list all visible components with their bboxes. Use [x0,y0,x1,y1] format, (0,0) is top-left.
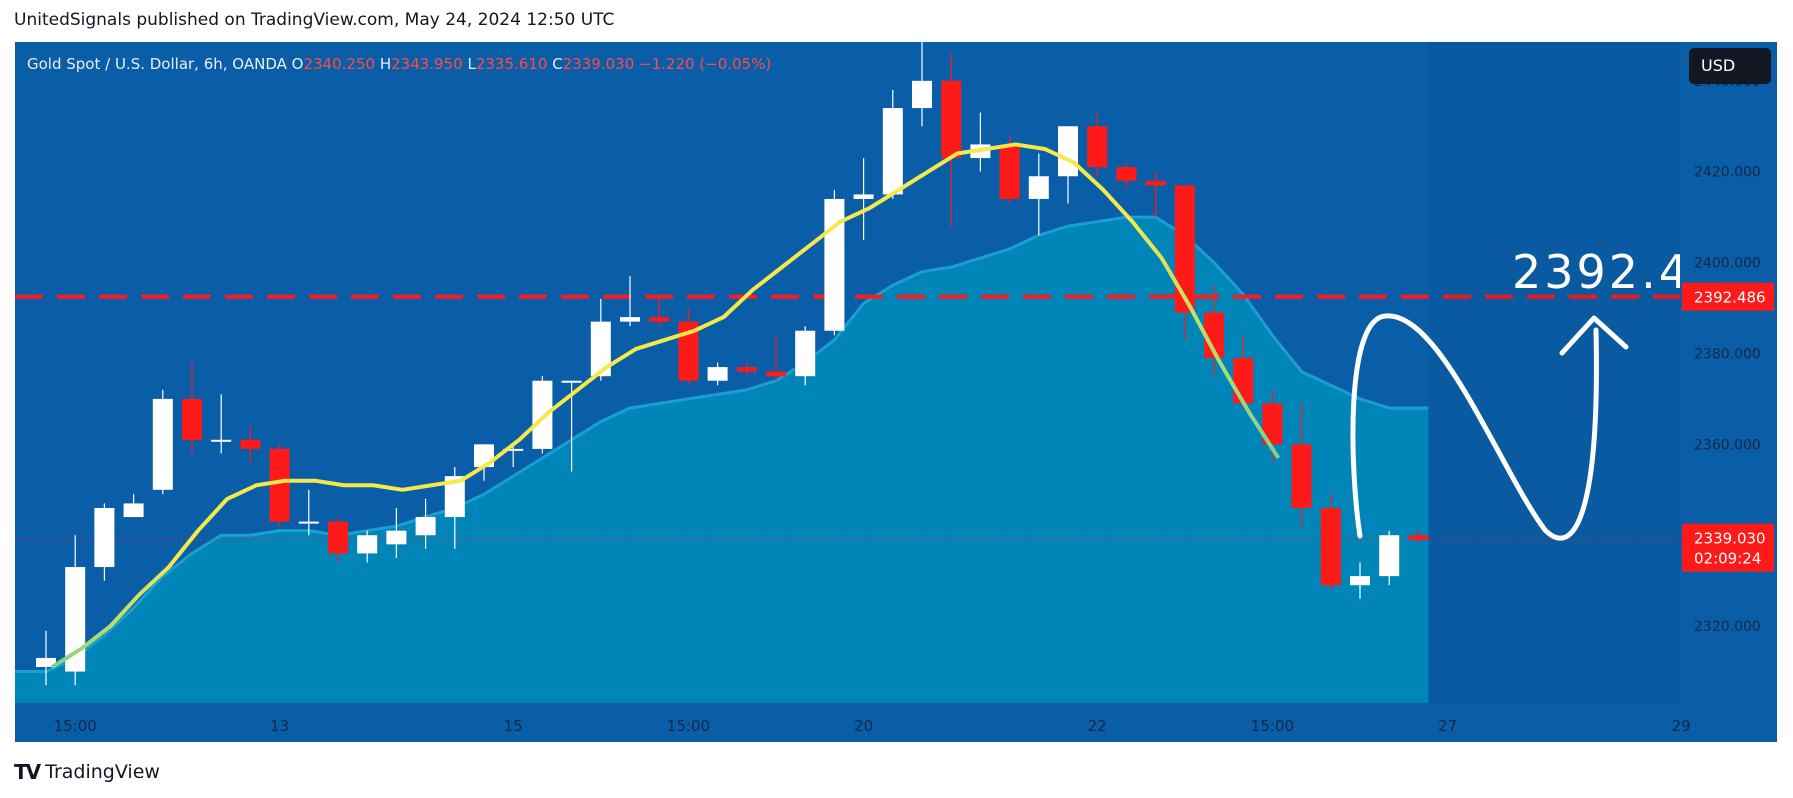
tradingview-logo[interactable]: TV TradingView [14,760,160,784]
candle-body [1204,312,1224,359]
candle-body [211,439,232,442]
candle-body [649,317,670,322]
moving-average-line [50,142,1281,669]
current-price-tag [1682,523,1774,572]
candle-body [357,535,378,554]
candle-body [882,108,903,195]
y-tick-label: 2400.000 [1694,256,1761,272]
resistance-price-label: 2392.486 [1694,289,1766,307]
x-tick-label: 15:00 [1251,717,1294,735]
high-label: H [379,55,392,73]
resistance-price-tag [1682,282,1774,311]
future-area [1428,42,1680,703]
candle-body [824,198,845,331]
candle-body [912,80,932,109]
candle-body [328,521,348,554]
low-label: L [467,55,476,73]
candle-body [1174,185,1195,313]
current-price-label: 2339.030 [1694,530,1766,548]
candle-body [1145,180,1166,186]
candle-body [736,367,757,372]
symbol-legend[interactable]: Gold Spot / U.S. Dollar, 6h, OANDA O2340… [27,55,771,73]
x-tick-label: 15:00 [667,717,710,735]
tradingview-logo-icon: TV [14,760,41,784]
y-tick-label: 2320.000 [1694,619,1761,635]
candle-body [444,476,465,518]
candle-body [269,448,290,522]
open-value: 2340.250 [303,55,376,73]
low-value: 2335.610 [475,55,548,73]
candle-body [707,367,728,381]
candle-body [678,321,699,381]
x-tick-label: 20 [854,717,873,735]
candle-body [853,194,874,199]
candle-body [415,517,436,536]
candle-body [1058,126,1078,177]
y-tick-label: 2380.000 [1694,346,1761,362]
x-tick-label: 13 [270,717,289,735]
area-fill [15,217,1429,703]
candle-body [152,398,173,490]
open-label: O [291,55,304,73]
candle-body [999,144,1020,199]
projected-path-arrow [1350,313,1599,541]
arrow-head-icon [1559,315,1629,356]
candle-body [1233,358,1254,404]
candle-body [1379,535,1400,577]
time-axis [15,703,1680,742]
candle-body [620,317,640,322]
candle-body [1350,576,1370,586]
candle-body [298,521,319,524]
high-value: 2343.950 [391,55,463,73]
candle-body [123,503,144,518]
candle-body [182,398,202,440]
candle-body [590,321,611,377]
candle-body [240,439,261,449]
candle-body [1262,403,1283,445]
candle-body [1116,167,1137,181]
target-label: 2392.4 [1512,245,1691,299]
currency-button[interactable]: USD [1689,48,1771,84]
candle-body [795,330,816,377]
x-tick-label: 15 [504,717,523,735]
y-tick-label: 2420.000 [1694,165,1761,181]
x-tick-label: 22 [1088,717,1107,735]
candle-body [561,380,582,383]
y-tick-label: 2360.000 [1694,437,1761,453]
candle-body [386,530,407,545]
candle-body [1291,444,1312,508]
countdown-label: 02:09:24 [1694,550,1761,568]
candle-body [503,448,524,451]
candle-body [36,657,56,668]
x-tick-label: 15:00 [54,717,97,735]
price-axis [1680,42,1777,742]
candle-body [1087,126,1108,168]
candle-body [941,80,962,159]
x-tick-label: 29 [1672,717,1691,735]
candle-body [1320,507,1341,586]
change-value: −1.220 (−0.05%) [639,55,772,73]
candle-body [1408,535,1429,540]
close-label: C [552,55,563,73]
published-line: UnitedSignals published on TradingView.c… [14,10,615,30]
x-tick-label: 27 [1438,717,1457,735]
candle-body [532,380,553,449]
candle-body [94,507,115,568]
candle-body [65,567,86,672]
tradingview-brand: TradingView [45,761,160,783]
symbol-name[interactable]: Gold Spot / U.S. Dollar, 6h, OANDA [27,55,287,73]
candle-body [1028,176,1049,199]
close-value: 2339.030 [562,55,635,73]
candle-body [766,371,786,377]
